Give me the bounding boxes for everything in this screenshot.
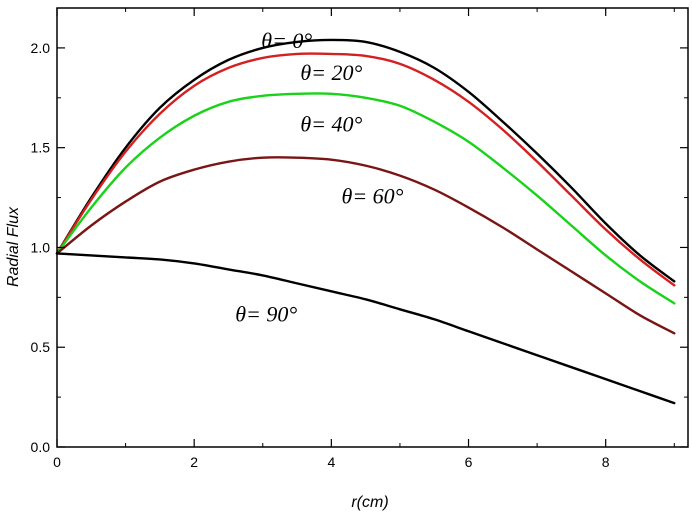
- series-label: θ= 60°: [342, 184, 404, 209]
- x-tick-label: 0: [53, 454, 61, 470]
- y-tick-label: 1.0: [31, 239, 51, 255]
- series-label: θ= 20°: [300, 60, 362, 85]
- x-tick-label: 6: [465, 454, 473, 470]
- x-tick-label: 2: [190, 454, 198, 470]
- x-tick-label: 8: [602, 454, 610, 470]
- y-tick-label: 0.0: [31, 439, 51, 455]
- series-label: θ= 40°: [300, 112, 362, 137]
- series-line: [55, 252, 676, 405]
- y-axis-title: Radial Flux: [5, 206, 22, 287]
- series-line: [55, 38, 676, 283]
- series-line: [55, 52, 676, 287]
- axes: 0 2 4 6 8 0.0 0.5 1.0 1.5 2.0: [31, 7, 689, 470]
- x-tick-label: 4: [327, 454, 335, 470]
- y-tick-label: 2.0: [31, 40, 51, 56]
- plot-lines: [55, 38, 676, 405]
- plot-labels: θ= 0° θ= 20° θ= 40° θ= 60° θ= 90°: [235, 28, 403, 326]
- x-axis-title: r(cm): [351, 494, 388, 511]
- series-label: θ= 90°: [235, 301, 297, 326]
- y-tick-label: 0.5: [31, 339, 51, 355]
- y-tick-label: 1.5: [31, 140, 51, 156]
- series-label: θ= 0°: [261, 28, 312, 53]
- series-line: [55, 92, 676, 305]
- plot-frame: [56, 7, 689, 448]
- series-line: [55, 156, 676, 335]
